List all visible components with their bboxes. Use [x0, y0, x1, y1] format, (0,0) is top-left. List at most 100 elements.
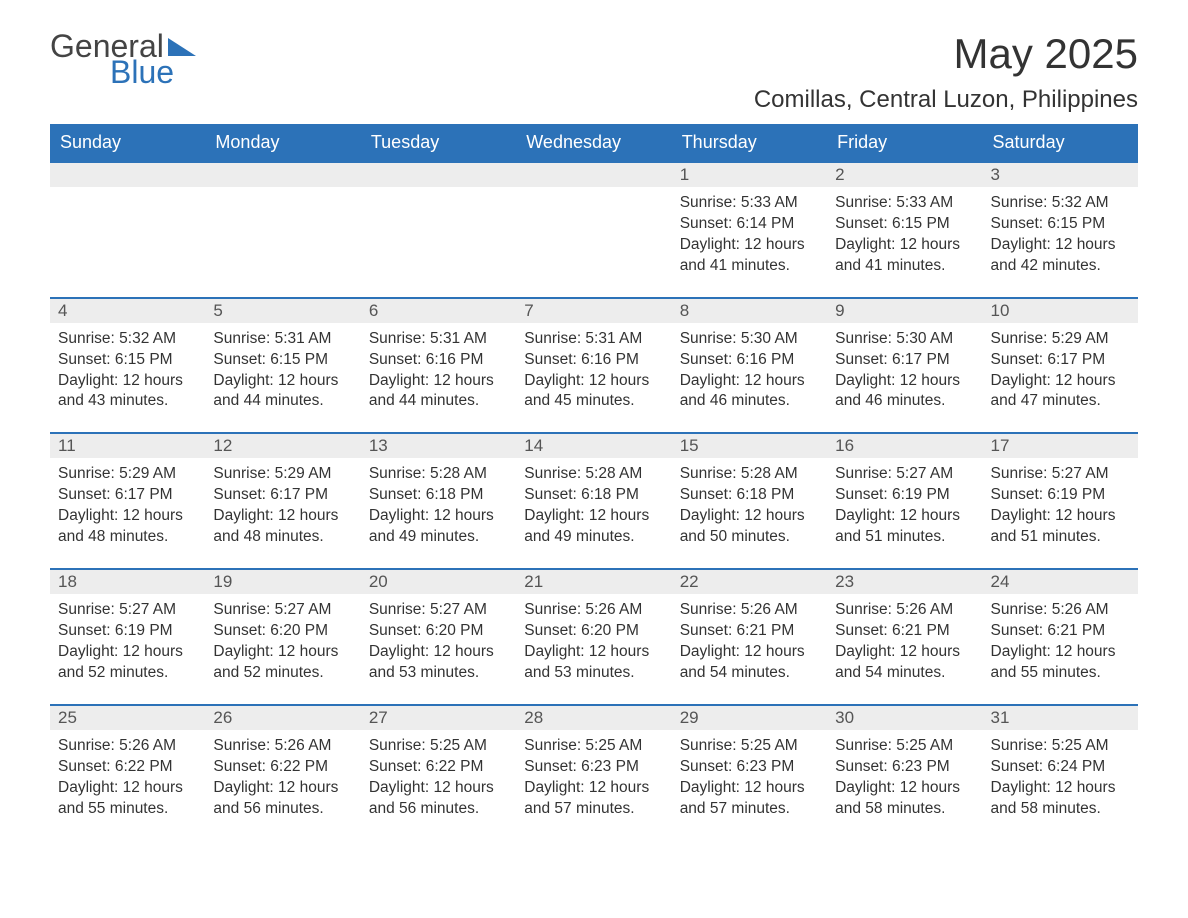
day-info-row: Sunrise: 5:29 AMSunset: 6:17 PMDaylight:… [50, 458, 1138, 569]
daylight-text: Daylight: 12 hours and 48 minutes. [213, 506, 352, 548]
daylight-text: Daylight: 12 hours and 48 minutes. [58, 506, 197, 548]
day-info: Sunrise: 5:31 AMSunset: 6:16 PMDaylight:… [516, 323, 671, 434]
empty-day-info [50, 187, 205, 298]
day-info: Sunrise: 5:30 AMSunset: 6:17 PMDaylight:… [827, 323, 982, 434]
daylight-text: Daylight: 12 hours and 54 minutes. [680, 642, 819, 684]
day-info-row: Sunrise: 5:26 AMSunset: 6:22 PMDaylight:… [50, 730, 1138, 840]
sunset-text: Sunset: 6:16 PM [680, 350, 819, 371]
sunrise-text: Sunrise: 5:26 AM [58, 736, 197, 757]
day-number: 5 [205, 298, 360, 323]
sunrise-text: Sunrise: 5:25 AM [524, 736, 663, 757]
sunrise-text: Sunrise: 5:32 AM [58, 329, 197, 350]
sunset-text: Sunset: 6:20 PM [213, 621, 352, 642]
month-title: May 2025 [754, 30, 1138, 78]
day-info: Sunrise: 5:33 AMSunset: 6:15 PMDaylight:… [827, 187, 982, 298]
sunrise-text: Sunrise: 5:28 AM [524, 464, 663, 485]
sunrise-text: Sunrise: 5:31 AM [524, 329, 663, 350]
sunset-text: Sunset: 6:23 PM [524, 757, 663, 778]
sunrise-text: Sunrise: 5:30 AM [835, 329, 974, 350]
daylight-text: Daylight: 12 hours and 49 minutes. [369, 506, 508, 548]
sunset-text: Sunset: 6:21 PM [680, 621, 819, 642]
sunset-text: Sunset: 6:23 PM [835, 757, 974, 778]
sunset-text: Sunset: 6:16 PM [369, 350, 508, 371]
sunrise-text: Sunrise: 5:28 AM [680, 464, 819, 485]
location-subtitle: Comillas, Central Luzon, Philippines [754, 86, 1138, 114]
sunset-text: Sunset: 6:22 PM [369, 757, 508, 778]
sunrise-text: Sunrise: 5:26 AM [991, 600, 1130, 621]
day-number: 18 [50, 569, 205, 594]
day-info: Sunrise: 5:27 AMSunset: 6:19 PMDaylight:… [983, 458, 1138, 569]
day-number: 29 [672, 705, 827, 730]
weekday-header: Monday [205, 124, 360, 162]
day-number: 11 [50, 433, 205, 458]
sunrise-text: Sunrise: 5:29 AM [213, 464, 352, 485]
day-number: 27 [361, 705, 516, 730]
sunset-text: Sunset: 6:19 PM [58, 621, 197, 642]
sunset-text: Sunset: 6:17 PM [835, 350, 974, 371]
title-block: May 2025 Comillas, Central Luzon, Philip… [754, 30, 1138, 114]
daylight-text: Daylight: 12 hours and 57 minutes. [680, 778, 819, 820]
daylight-text: Daylight: 12 hours and 55 minutes. [58, 778, 197, 820]
sunrise-text: Sunrise: 5:27 AM [213, 600, 352, 621]
weekday-header: Friday [827, 124, 982, 162]
weekday-header-row: SundayMondayTuesdayWednesdayThursdayFrid… [50, 124, 1138, 162]
day-info: Sunrise: 5:25 AMSunset: 6:23 PMDaylight:… [516, 730, 671, 840]
day-number-row: 25262728293031 [50, 705, 1138, 730]
day-info: Sunrise: 5:27 AMSunset: 6:19 PMDaylight:… [50, 594, 205, 705]
sunrise-text: Sunrise: 5:31 AM [369, 329, 508, 350]
day-number: 14 [516, 433, 671, 458]
day-info: Sunrise: 5:26 AMSunset: 6:22 PMDaylight:… [50, 730, 205, 840]
sunrise-text: Sunrise: 5:29 AM [991, 329, 1130, 350]
day-info: Sunrise: 5:26 AMSunset: 6:22 PMDaylight:… [205, 730, 360, 840]
daylight-text: Daylight: 12 hours and 42 minutes. [991, 235, 1130, 277]
daylight-text: Daylight: 12 hours and 53 minutes. [524, 642, 663, 684]
day-info: Sunrise: 5:27 AMSunset: 6:20 PMDaylight:… [361, 594, 516, 705]
daylight-text: Daylight: 12 hours and 41 minutes. [680, 235, 819, 277]
day-info-row: Sunrise: 5:32 AM Sunset: 6:15 PMDaylight:… [50, 323, 1138, 434]
sunrise-text: Sunrise: 5:30 AM [680, 329, 819, 350]
day-info: Sunrise: 5:25 AMSunset: 6:23 PMDaylight:… [827, 730, 982, 840]
sunrise-text: Sunrise: 5:27 AM [369, 600, 508, 621]
sunset-text: Sunset: 6:16 PM [524, 350, 663, 371]
day-info: Sunrise: 5:25 AMSunset: 6:23 PMDaylight:… [672, 730, 827, 840]
sunset-text: Sunset: 6:14 PM [680, 214, 819, 235]
empty-day-number [361, 162, 516, 187]
day-number-row: 45678910 [50, 298, 1138, 323]
day-info: Sunrise: 5:29 AMSunset: 6:17 PMDaylight:… [205, 458, 360, 569]
day-info: Sunrise: 5:29 AMSunset: 6:17 PMDaylight:… [50, 458, 205, 569]
daylight-text: Daylight: 12 hours and 51 minutes. [991, 506, 1130, 548]
daylight-text: Daylight: 12 hours and 52 minutes. [213, 642, 352, 684]
sunset-text: Sunset: 6:17 PM [991, 350, 1130, 371]
sunset-text: Sunset: 6:20 PM [524, 621, 663, 642]
day-number-row: 18192021222324 [50, 569, 1138, 594]
calendar-table: SundayMondayTuesdayWednesdayThursdayFrid… [50, 124, 1138, 840]
day-info: Sunrise: 5:25 AMSunset: 6:24 PMDaylight:… [983, 730, 1138, 840]
sunset-text: Sunset: 6:21 PM [835, 621, 974, 642]
day-number: 3 [983, 162, 1138, 187]
sunrise-text: Sunrise: 5:33 AM [680, 193, 819, 214]
empty-day-info [516, 187, 671, 298]
sunrise-text: Sunrise: 5:25 AM [369, 736, 508, 757]
empty-day-number [205, 162, 360, 187]
header: General Blue May 2025 Comillas, Central … [50, 30, 1138, 114]
sunset-text: Sunset: 6:15 PM [213, 350, 352, 371]
daylight-text: Daylight: 12 hours and 44 minutes. [213, 371, 352, 413]
day-info-row: Sunrise: 5:27 AM Sunset: 6:19 PM Daylight:… [50, 594, 1138, 705]
sunrise-text: Sunrise: 5:26 AM [835, 600, 974, 621]
daylight-text: Daylight: 12 hours and 56 minutes. [369, 778, 508, 820]
sunrise-text: Sunrise: 5:32 AM [991, 193, 1130, 214]
sunrise-text: Sunrise: 5:25 AM [991, 736, 1130, 757]
sunset-text: Sunset: 6:22 PM [58, 757, 197, 778]
day-info: Sunrise: 5:26 AMSunset: 6:21 PMDaylight:… [827, 594, 982, 705]
sunset-text: Sunset: 6:22 PM [213, 757, 352, 778]
day-info: Sunrise: 5:28 AMSunset: 6:18 PMDaylight:… [516, 458, 671, 569]
day-number: 19 [205, 569, 360, 594]
sunrise-text: Sunrise: 5:25 AM [680, 736, 819, 757]
day-number: 13 [361, 433, 516, 458]
day-number: 1 [672, 162, 827, 187]
daylight-text: Daylight: 12 hours and 57 minutes. [524, 778, 663, 820]
sunset-text: Sunset: 6:20 PM [369, 621, 508, 642]
day-info: Sunrise: 5:26 AMSunset: 6:20 PMDaylight:… [516, 594, 671, 705]
day-info: Sunrise: 5:31 AMSunset: 6:16 PMDaylight:… [361, 323, 516, 434]
day-number: 26 [205, 705, 360, 730]
